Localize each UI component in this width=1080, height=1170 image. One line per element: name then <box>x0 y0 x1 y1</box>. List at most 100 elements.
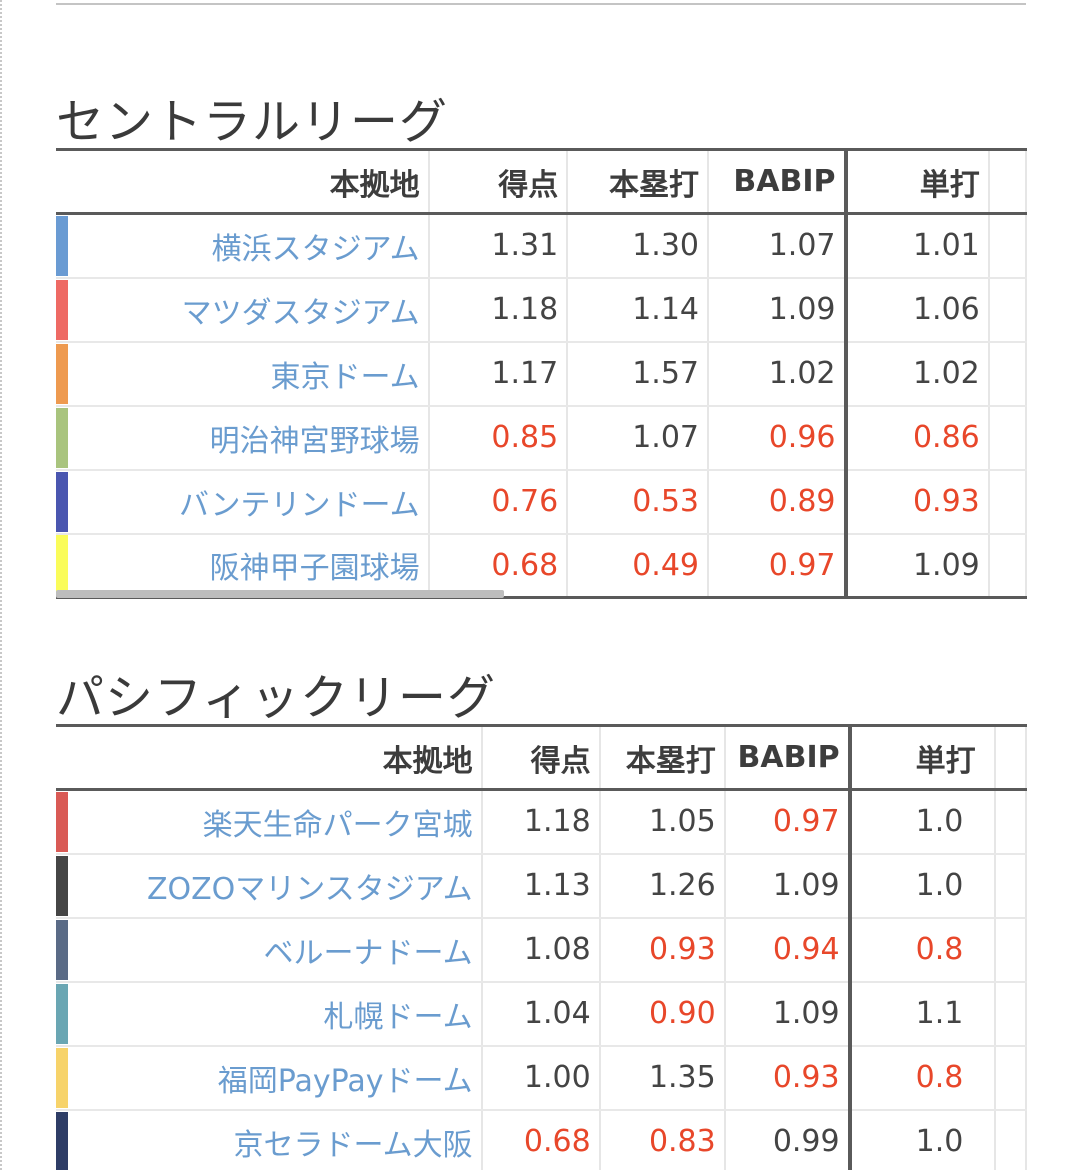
team-color-swatch <box>56 791 68 852</box>
table-header-row: 本拠地 得点 本塁打 BABIP 単打 <box>56 149 1027 215</box>
stadium-link[interactable]: 札幌ドーム <box>70 981 483 1047</box>
column-header-runs[interactable]: 得点 <box>481 725 601 791</box>
color-header <box>56 149 72 215</box>
table-row: 京セラドーム大阪 0.68 0.83 0.99 1.0 <box>56 1109 1027 1170</box>
cell-home-runs: 1.14 <box>567 277 710 343</box>
cell-babip: 0.99 <box>724 1109 852 1170</box>
cell-home-runs: 0.83 <box>599 1109 726 1170</box>
table-row: 楽天生命パーク宮城 1.18 1.05 0.97 1.0 <box>56 789 1027 855</box>
table-row: ZOZOマリンスタジアム 1.13 1.26 1.09 1.0 <box>56 853 1027 919</box>
cell-runs: 1.13 <box>481 853 601 919</box>
column-header-home-runs[interactable]: 本塁打 <box>599 725 726 791</box>
column-header-overflow <box>988 149 1027 215</box>
stadium-link[interactable]: 阪神甲子園球場 <box>71 533 430 599</box>
stadium-link[interactable]: 福岡PayPayドーム <box>70 1045 483 1111</box>
team-color-swatch <box>56 535 68 595</box>
column-header-babip[interactable]: BABIP <box>724 725 852 791</box>
table-row: マツダスタジアム 1.18 1.14 1.09 1.06 <box>56 277 1027 343</box>
cell-overflow <box>995 789 1027 855</box>
cell-overflow <box>988 341 1027 407</box>
stadium-link[interactable]: バンテリンドーム <box>71 469 430 535</box>
team-color-swatch <box>56 471 68 532</box>
stadium-link[interactable]: ZOZOマリンスタジアム <box>70 853 483 919</box>
color-header <box>56 725 71 791</box>
cell-babip: 0.97 <box>708 533 848 599</box>
column-header-singles[interactable]: 単打 <box>849 725 997 791</box>
team-color-cell <box>56 405 72 471</box>
cell-babip: 1.02 <box>708 341 848 407</box>
cell-home-runs: 0.90 <box>599 981 726 1047</box>
team-color-swatch <box>56 855 68 916</box>
cell-runs: 0.76 <box>428 469 569 535</box>
stadium-link[interactable]: ベルーナドーム <box>70 917 483 983</box>
horizontal-scrollbar[interactable] <box>56 590 504 598</box>
cell-babip: 1.09 <box>724 981 852 1047</box>
cell-babip: 1.09 <box>724 853 852 919</box>
cell-overflow <box>995 981 1027 1047</box>
stadium-link[interactable]: 明治神宮野球場 <box>71 405 430 471</box>
cell-babip: 1.07 <box>708 213 848 279</box>
team-color-cell <box>56 1109 71 1170</box>
cell-runs: 1.18 <box>428 277 569 343</box>
cell-overflow <box>988 405 1027 471</box>
cell-runs: 1.17 <box>428 341 569 407</box>
table-row: 札幌ドーム 1.04 0.90 1.09 1.1 <box>56 981 1027 1047</box>
cell-home-runs: 0.53 <box>567 469 710 535</box>
team-color-cell <box>56 469 72 535</box>
cell-home-runs: 1.26 <box>599 853 726 919</box>
column-header-stadium[interactable]: 本拠地 <box>70 725 483 791</box>
cell-home-runs: 1.07 <box>567 405 710 471</box>
cell-singles: 0.8 <box>849 1045 997 1111</box>
table-header-row: 本拠地 得点 本塁打 BABIP 単打 <box>56 725 1027 791</box>
cell-runs: 0.68 <box>428 533 569 599</box>
column-header-stadium[interactable]: 本拠地 <box>71 149 430 215</box>
column-header-runs[interactable]: 得点 <box>428 149 569 215</box>
cell-singles: 1.06 <box>845 277 990 343</box>
cell-babip: 0.89 <box>708 469 848 535</box>
stadium-link[interactable]: 京セラドーム大阪 <box>70 1109 483 1170</box>
cell-singles: 1.01 <box>845 213 990 279</box>
cell-home-runs: 1.30 <box>567 213 710 279</box>
team-color-cell <box>56 277 72 343</box>
team-color-swatch <box>56 983 68 1044</box>
team-color-swatch <box>56 919 68 980</box>
cell-singles: 1.0 <box>849 789 997 855</box>
central-table-scroll-container[interactable]: 本拠地 得点 本塁打 BABIP 単打 横浜スタジアム 1.31 1.30 1.07 1… <box>56 148 1027 600</box>
table-row: バンテリンドーム 0.76 0.53 0.89 0.93 <box>56 469 1027 535</box>
team-color-cell <box>56 981 71 1047</box>
team-color-cell <box>56 789 71 855</box>
cell-singles: 1.09 <box>845 533 990 599</box>
cell-runs: 1.08 <box>481 917 601 983</box>
team-color-swatch <box>56 279 68 340</box>
cell-singles: 1.0 <box>849 1109 997 1170</box>
stadium-link[interactable]: 横浜スタジアム <box>71 213 430 279</box>
cell-babip: 0.94 <box>724 917 852 983</box>
stadium-link[interactable]: マツダスタジアム <box>71 277 430 343</box>
cell-runs: 0.68 <box>481 1109 601 1170</box>
cell-babip: 0.93 <box>724 1045 852 1111</box>
cell-singles: 1.02 <box>845 341 990 407</box>
stadium-link[interactable]: 楽天生命パーク宮城 <box>70 789 483 855</box>
team-color-cell <box>56 853 71 919</box>
cell-singles: 0.8 <box>849 917 997 983</box>
pacific-league-table: 本拠地 得点 本塁打 BABIP 単打 楽天生命パーク宮城 1.18 1.05 0.9… <box>56 724 1027 1170</box>
team-color-swatch <box>56 407 68 468</box>
pacific-table-scroll-container[interactable]: 本拠地 得点 本塁打 BABIP 単打 楽天生命パーク宮城 1.18 1.05 0.9… <box>56 724 1027 1170</box>
cell-babip: 0.97 <box>724 789 852 855</box>
column-header-overflow <box>995 725 1027 791</box>
cell-runs: 1.18 <box>481 789 601 855</box>
column-header-babip[interactable]: BABIP <box>708 149 848 215</box>
cell-overflow <box>995 917 1027 983</box>
cell-home-runs: 1.57 <box>567 341 710 407</box>
cell-overflow <box>995 853 1027 919</box>
table-row: ベルーナドーム 1.08 0.93 0.94 0.8 <box>56 917 1027 983</box>
cell-home-runs: 1.35 <box>599 1045 726 1111</box>
column-header-home-runs[interactable]: 本塁打 <box>567 149 710 215</box>
team-color-swatch <box>56 215 68 276</box>
top-divider <box>56 3 1026 5</box>
team-color-swatch <box>56 343 68 404</box>
table-row: 東京ドーム 1.17 1.57 1.02 1.02 <box>56 341 1027 407</box>
team-color-cell <box>56 213 72 279</box>
stadium-link[interactable]: 東京ドーム <box>71 341 430 407</box>
column-header-singles[interactable]: 単打 <box>845 149 990 215</box>
